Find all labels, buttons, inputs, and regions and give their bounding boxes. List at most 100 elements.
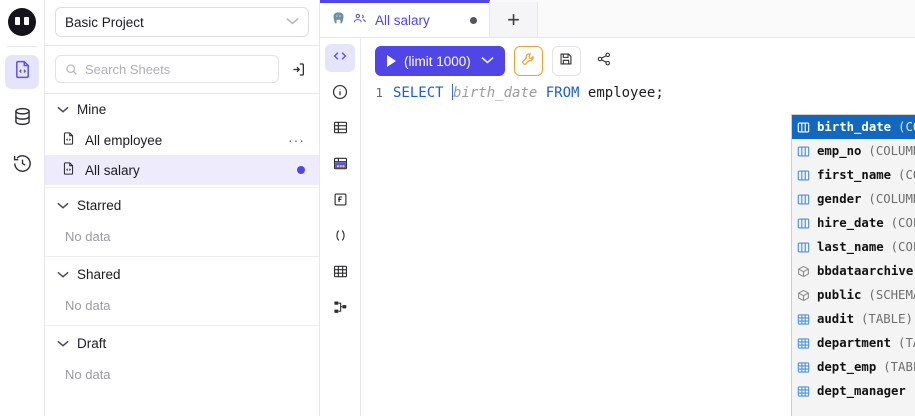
editor-column: (limit 1000) <box>361 38 915 416</box>
autocomplete-name: last_name <box>817 240 884 254</box>
sql-keyword-select: SELECT <box>393 85 444 101</box>
tool-code[interactable] <box>325 44 355 72</box>
tab-dirty-indicator <box>470 16 477 24</box>
chevron-down-icon[interactable] <box>481 55 494 67</box>
postgresql-icon <box>331 11 346 29</box>
autocomplete-item[interactable]: dept_emp (TABLE) <box>792 355 915 379</box>
sql-editor[interactable]: 1 SELECT birth_date FROM employee; <box>361 78 915 416</box>
autocomplete-name: department <box>817 336 892 350</box>
chevron-down-icon <box>57 104 69 116</box>
column-icon <box>797 169 810 182</box>
run-limit-label: (limit 1000) <box>404 53 471 69</box>
autocomplete-item[interactable]: first_name (COLUMN) public.employee | te… <box>792 163 915 187</box>
tab-all-salary[interactable]: All salary <box>320 0 490 37</box>
autocomplete-popup[interactable]: birth_date (COLUMN) public.employee | da… <box>791 114 915 416</box>
empty-state-text: No data <box>65 367 111 382</box>
unsaved-dot-icon <box>297 166 305 174</box>
autocomplete-name: gender <box>817 192 862 206</box>
tool-chart-table[interactable] <box>325 152 355 180</box>
sidebar-group-header-shared[interactable]: Shared <box>45 259 319 290</box>
new-tab-button[interactable]: + <box>490 2 538 37</box>
sidebar-group-header-mine[interactable]: Mine <box>45 94 319 125</box>
share-icon <box>596 51 612 72</box>
editor-toolbar: (limit 1000) <box>361 38 915 78</box>
tool-flow-diagram[interactable] <box>325 296 355 324</box>
empty-state-text: No data <box>65 229 111 244</box>
run-query-button[interactable]: (limit 1000) <box>375 46 505 76</box>
sidebar-item-label: All employee <box>85 132 163 148</box>
save-button[interactable] <box>551 46 581 76</box>
database-icon <box>12 106 33 132</box>
autocomplete-name: audit <box>817 312 855 326</box>
chevron-down-icon <box>57 269 69 281</box>
tool-parentheses[interactable] <box>325 224 355 252</box>
rail-divider <box>7 46 37 47</box>
text-caret <box>452 84 454 100</box>
column-icon <box>797 121 810 134</box>
sql-keyword-from: FROM <box>545 85 580 101</box>
tab-bar: All salary + <box>320 0 915 38</box>
sheet-file-icon <box>61 131 76 149</box>
autocomplete-item[interactable]: audit (TABLE) <box>792 307 915 331</box>
line-number: 1 <box>375 85 383 100</box>
sidebar-item-all-employee[interactable]: All employee ··· <box>45 125 319 155</box>
search-row: Search Sheets <box>45 46 319 93</box>
tool-function[interactable] <box>325 188 355 216</box>
autocomplete-item[interactable]: birth_date (COLUMN) public.employee | da… <box>792 115 915 139</box>
rail-item-sheets[interactable] <box>5 55 39 89</box>
tool-info[interactable] <box>325 80 355 108</box>
share-button[interactable] <box>589 46 619 76</box>
more-options-icon[interactable]: ··· <box>288 132 305 148</box>
project-selector-row: Basic Project <box>45 0 319 45</box>
group-separator <box>45 325 319 326</box>
search-input[interactable]: Search Sheets <box>55 55 279 83</box>
project-selector[interactable]: Basic Project <box>55 7 309 37</box>
format-query-button[interactable] <box>513 46 543 76</box>
panel-collapse-icon[interactable] <box>287 57 309 81</box>
column-icon <box>797 241 810 254</box>
sheets-icon <box>12 59 33 85</box>
autocomplete-item[interactable]: hire_date (COLUMN) public.employee | dat… <box>792 211 915 235</box>
autocomplete-item[interactable]: emp_no (COLUMN) public.employee | intege… <box>792 139 915 163</box>
autocomplete-name: hire_date <box>817 216 884 230</box>
autocomplete-kind: (COLUMN) <box>898 120 915 134</box>
sidebar-group-header-draft[interactable]: Draft <box>45 328 319 359</box>
rail-item-history[interactable] <box>5 149 39 183</box>
code-content: SELECT birth_date FROM employee; <box>393 84 664 101</box>
info-icon <box>331 83 349 106</box>
autocomplete-item[interactable]: public (SCHEMA) <box>792 283 915 307</box>
chevron-down-icon <box>57 200 69 212</box>
column-icon <box>797 217 810 230</box>
function-icon <box>332 191 349 213</box>
schema-icon <box>797 265 810 278</box>
sidebar-group-label: Mine <box>77 102 107 117</box>
tool-grid[interactable] <box>325 260 355 288</box>
sidebar-group-label: Shared <box>77 267 121 282</box>
rail-item-databases[interactable] <box>5 102 39 136</box>
tool-table[interactable] <box>325 116 355 144</box>
autocomplete-name: bbdataarchive <box>817 264 914 278</box>
sidebar-divider-2 <box>45 93 319 94</box>
autocomplete-item[interactable]: gender (COLUMN) public.employee | text, … <box>792 187 915 211</box>
shared-users-icon <box>352 11 367 29</box>
autocomplete-name: emp_no <box>817 144 862 158</box>
empty-state-text: No data <box>65 298 111 313</box>
play-icon <box>387 55 396 67</box>
table-icon <box>797 361 810 374</box>
sidebar-item-all-salary[interactable]: All salary <box>45 155 319 185</box>
autocomplete-item[interactable]: bbdataarchive (SCHEMA) <box>792 259 915 283</box>
autocomplete-item[interactable]: department (TABLE) <box>792 331 915 355</box>
app-logo[interactable] <box>8 8 36 36</box>
sidebar-group-starred: Starred No data <box>45 190 319 259</box>
flow-diagram-icon <box>332 299 349 321</box>
autocomplete-item[interactable]: dept_manager (TABLE) <box>792 379 915 403</box>
autocomplete-name: public <box>817 288 862 302</box>
sidebar-group-draft: Draft No data <box>45 328 319 392</box>
sidebar-group-shared: Shared No data <box>45 259 319 328</box>
autocomplete-kind: (COLUMN) <box>890 216 915 230</box>
autocomplete-item[interactable]: last_name (COLUMN) public.employee | tex… <box>792 235 915 259</box>
sidebar-group-header-starred[interactable]: Starred <box>45 190 319 221</box>
sidebar-divider <box>45 45 319 46</box>
autocomplete-kind: (TABLE) <box>898 336 915 350</box>
